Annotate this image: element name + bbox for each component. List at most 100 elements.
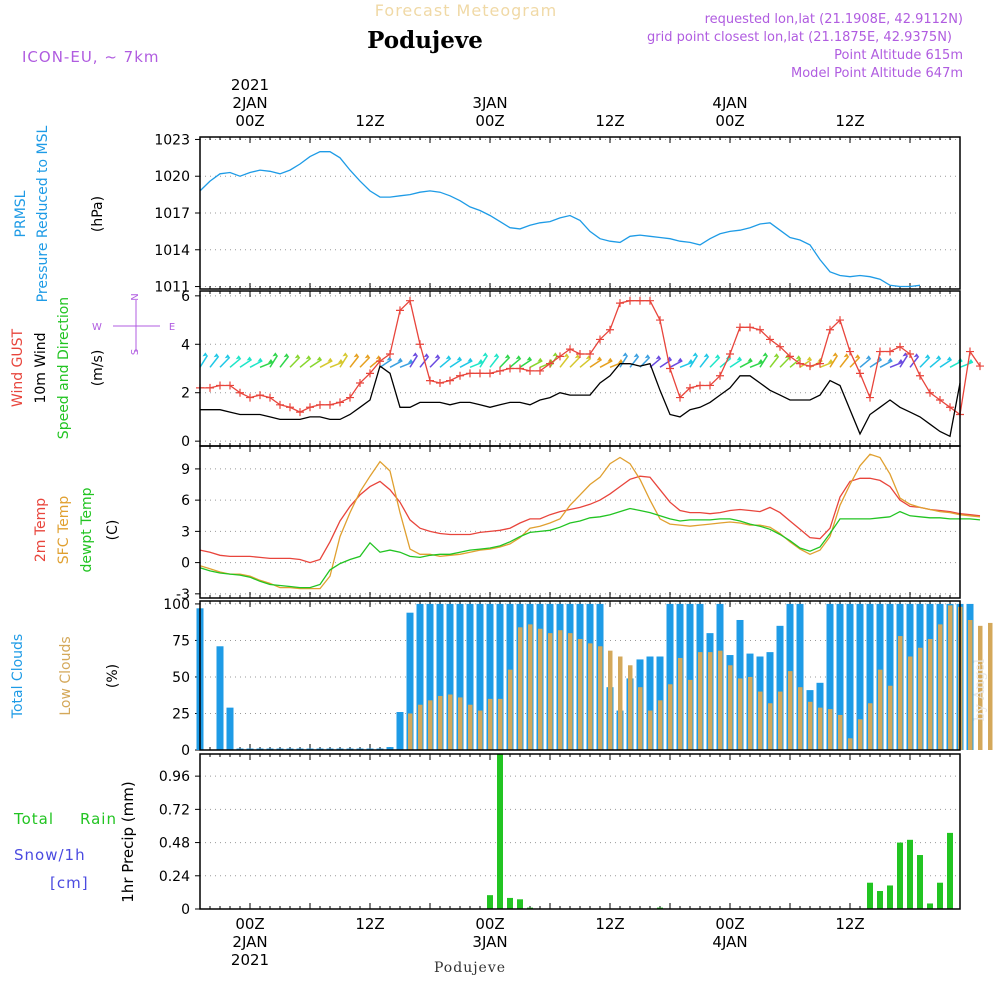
temp-label-sfc: SFC Temp <box>56 496 72 565</box>
requested-coords: requested lon,lat (21.1908E, 42.9112N) <box>705 12 963 27</box>
bar-low-cloud <box>498 698 503 750</box>
wind-arrow <box>899 355 909 368</box>
panel-temperature: -3 0 3 6 9 <box>176 445 981 603</box>
bar-rain <box>867 882 873 909</box>
bottom-time-label: 2JAN <box>232 933 267 951</box>
bar-total-cloud <box>826 603 834 750</box>
bar-low-cloud <box>778 691 783 750</box>
wind-arrow-head <box>267 359 273 364</box>
wind-arrow-head <box>257 357 263 362</box>
gust-marker <box>536 366 544 375</box>
bar-low-cloud <box>608 650 613 750</box>
wind-arrow <box>739 360 753 368</box>
bottom-time-label: 12Z <box>835 915 864 933</box>
wind-arrow <box>259 361 274 368</box>
gust-marker <box>756 325 764 334</box>
bottom-time-label: 00Z <box>475 915 504 933</box>
model-label: ICON-EU, ~ 7km <box>22 48 160 66</box>
gust-marker <box>966 347 974 356</box>
cloud-label-unit: (%) <box>105 664 121 688</box>
wind-arrow <box>709 356 721 368</box>
wind-arrow-head <box>644 354 650 359</box>
gust-marker <box>676 393 684 402</box>
wind-arrow <box>669 360 683 368</box>
bar-rain <box>517 899 523 909</box>
wind-arrow-head <box>526 356 532 361</box>
wind-arrow-head <box>515 355 521 360</box>
bar-total-cloud <box>406 612 414 750</box>
bar-low-cloud <box>658 700 663 750</box>
bottom-time-label: 00Z <box>715 915 744 933</box>
gust-marker <box>386 349 394 358</box>
wind-arrow-head <box>574 354 580 359</box>
wind-arrow <box>229 357 242 368</box>
gust-marker <box>816 359 824 368</box>
wind-arrow <box>279 355 290 368</box>
bar-rain <box>507 897 513 909</box>
bar-low-cloud <box>508 669 513 750</box>
gust-marker <box>716 371 724 380</box>
bar-low-cloud <box>718 650 723 750</box>
y-tick-label: 1014 <box>154 243 190 259</box>
wind-arrow-head <box>445 355 451 360</box>
wind-arrow-head <box>316 356 322 361</box>
gust-marker <box>256 391 264 400</box>
bar-rain <box>497 754 503 909</box>
bar-total-cloud <box>446 603 454 750</box>
wind-arrow <box>859 357 872 368</box>
gust-marker <box>356 379 364 388</box>
wind-arrow-head <box>294 354 300 359</box>
wind-arrow <box>479 355 489 368</box>
top-time-label: 00Z <box>715 112 744 130</box>
gust-marker <box>946 403 954 412</box>
gust-marker <box>446 376 454 385</box>
bar-low-cloud <box>668 684 673 750</box>
y-tick-label: 100 <box>163 597 190 613</box>
wind-arrow-head <box>596 356 602 361</box>
wind-arrow <box>339 355 349 368</box>
wind-arrow <box>629 355 640 368</box>
gust-marker <box>926 388 934 397</box>
wind-arrow-head <box>655 355 661 360</box>
bar-low-cloud <box>808 701 813 750</box>
bar-total-cloud <box>216 646 224 750</box>
wind-arrow <box>559 355 570 368</box>
gust-marker <box>776 342 784 351</box>
panel-wind: 0 2 4 6 <box>181 289 984 450</box>
y-tick-label: 0.24 <box>159 869 190 885</box>
gust-marker <box>686 383 694 392</box>
chart-title-top: Forecast Meteogram <box>375 1 557 20</box>
gust-marker <box>326 400 334 409</box>
bar-total-cloud <box>456 603 464 750</box>
wind-arrow-head <box>585 355 591 360</box>
wind-arrow <box>209 355 220 368</box>
temp-label-dewpt: dewpt Temp <box>79 487 95 572</box>
wind-arrow-head <box>913 353 919 358</box>
bar-rain <box>887 885 893 909</box>
bar-low-cloud <box>518 627 523 750</box>
wind-arrow <box>619 355 629 368</box>
panel-frame <box>199 290 961 447</box>
bar-total-cloud <box>226 707 234 750</box>
gust-marker <box>286 403 294 412</box>
bottom-time-label: 3JAN <box>472 933 507 951</box>
top-time-label: 00Z <box>475 112 504 130</box>
wind-arrow <box>699 355 710 368</box>
top-time-label: 12Z <box>355 112 384 130</box>
gust-marker <box>486 369 494 378</box>
wind-arrow-head <box>865 355 871 360</box>
y-tick-label: 4 <box>181 337 190 353</box>
series-prmsl <box>199 151 921 288</box>
top-time-label: 12Z <box>835 112 864 130</box>
wind-arrow <box>329 361 344 368</box>
bar-low-cloud <box>868 703 873 750</box>
temp-label-2m: 2m Temp <box>33 498 49 562</box>
wind-arrow-head <box>677 357 683 362</box>
bar-low-cloud <box>768 703 773 750</box>
wind-arrow <box>409 355 419 368</box>
y-tick-label: 0 <box>181 434 190 450</box>
wind-arrow <box>729 358 743 368</box>
wind-arrow <box>589 358 603 368</box>
bar-low-cloud <box>728 665 733 750</box>
